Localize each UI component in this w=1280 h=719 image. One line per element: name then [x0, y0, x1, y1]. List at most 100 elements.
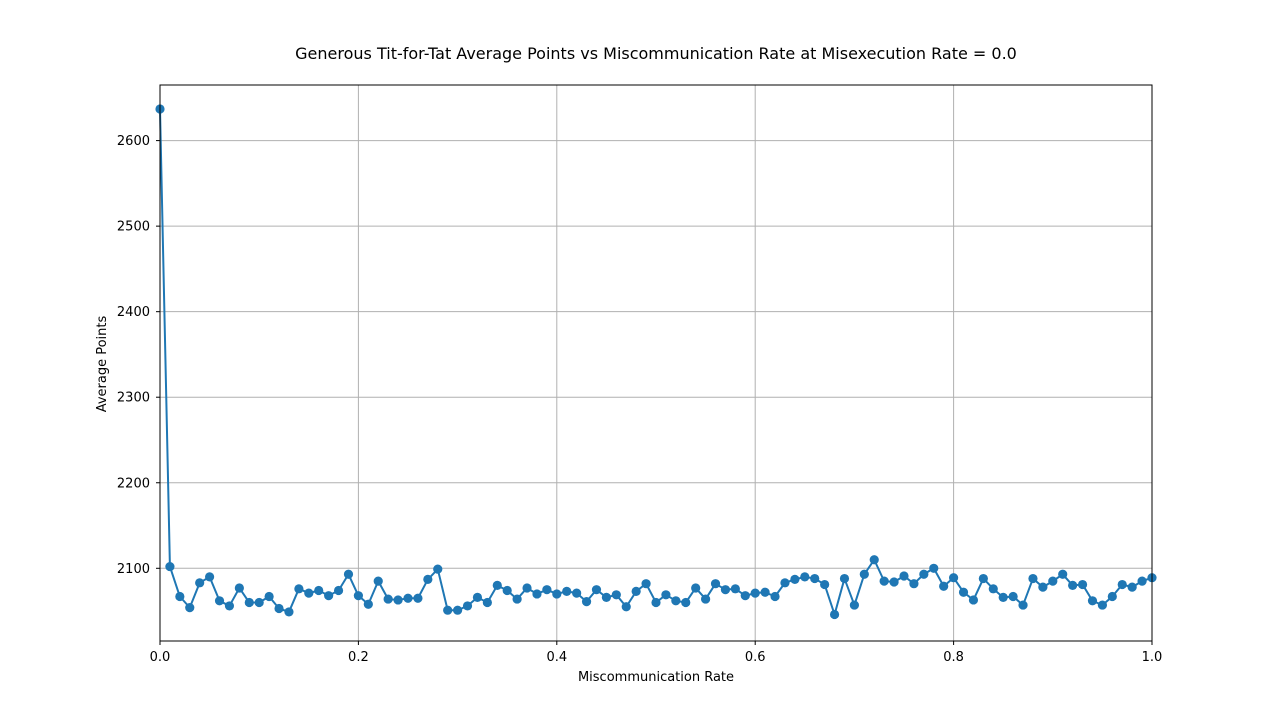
grid-lines [159, 85, 1153, 641]
data-point [522, 583, 532, 593]
data-point [383, 594, 393, 604]
x-tick-label: 0.4 [546, 650, 567, 665]
data-point [681, 597, 691, 608]
data-point [453, 605, 463, 615]
data-point [939, 581, 949, 591]
data-point [413, 593, 423, 603]
data-point [988, 584, 998, 594]
data-point [859, 569, 869, 579]
data-point [1018, 600, 1028, 610]
data-point [829, 609, 840, 620]
series-layer [155, 104, 1157, 620]
data-point [621, 602, 631, 612]
data-point [730, 584, 740, 594]
data-point [909, 579, 919, 589]
data-point [333, 585, 344, 596]
data-point [274, 603, 284, 614]
data-point [552, 589, 562, 599]
plot-frame [159, 84, 1153, 642]
data-point [254, 597, 264, 608]
data-point [443, 605, 453, 615]
data-point [581, 597, 592, 607]
data-point [264, 591, 274, 602]
data-point [324, 591, 334, 601]
data-point [195, 578, 205, 588]
data-point [968, 595, 979, 605]
data-point [671, 596, 681, 606]
data-point [462, 601, 473, 611]
data-point [492, 580, 502, 591]
data-point [691, 583, 701, 593]
x-tick-label: 0.0 [150, 650, 171, 665]
data-point [502, 585, 512, 596]
data-point [780, 578, 790, 588]
x-axis-ticks: 0.0 0.2 0.4 0.6 0.8 1.0 [150, 641, 1163, 665]
y-tick-label: 2600 [117, 134, 150, 149]
data-point [433, 564, 443, 574]
chart-title: Generous Tit-for-Tat Average Points vs M… [295, 44, 1017, 63]
data-point [978, 573, 988, 584]
data-point [949, 573, 959, 583]
data-point [1107, 591, 1117, 602]
data-point [294, 584, 304, 594]
data-point [998, 592, 1008, 602]
data-point [224, 601, 235, 611]
data-point [651, 597, 661, 608]
data-point [1048, 576, 1058, 586]
data-point [512, 594, 522, 604]
data-point [393, 595, 403, 605]
data-point [958, 587, 969, 597]
y-tick-label: 2100 [117, 562, 150, 577]
data-point [1137, 576, 1147, 586]
data-point [760, 587, 770, 597]
data-point [889, 577, 899, 587]
data-point [849, 600, 860, 610]
data-point [720, 585, 731, 595]
data-point [244, 597, 254, 608]
data-point [314, 585, 324, 596]
x-tick-label: 0.6 [745, 650, 766, 665]
data-point [919, 569, 929, 579]
data-point [839, 573, 850, 584]
data-point [1058, 569, 1068, 579]
data-point [1087, 596, 1098, 606]
data-point [234, 583, 244, 593]
data-point [641, 579, 651, 589]
y-tick-label: 2500 [117, 220, 150, 235]
data-point [1097, 600, 1107, 610]
x-tick-label: 0.2 [348, 650, 369, 665]
data-point [929, 563, 939, 573]
data-point [284, 607, 294, 617]
data-point [800, 572, 810, 582]
data-point [869, 555, 879, 565]
y-tick-label: 2300 [117, 391, 150, 406]
data-point [820, 579, 830, 590]
data-point [1077, 579, 1088, 590]
data-point [343, 569, 354, 579]
data-point [1028, 573, 1038, 584]
data-point [185, 603, 195, 613]
data-point [403, 593, 413, 603]
data-point [770, 591, 780, 602]
x-tick-label: 1.0 [1142, 650, 1163, 665]
data-point [1068, 580, 1078, 591]
data-point [472, 592, 483, 602]
data-point [1038, 582, 1048, 592]
x-tick-label: 0.8 [943, 650, 964, 665]
data-point [562, 586, 572, 596]
data-point [631, 586, 641, 596]
data-point [1127, 582, 1137, 592]
data-point [353, 591, 363, 601]
data-point [611, 590, 621, 600]
data-point [601, 592, 612, 602]
data-point [165, 561, 175, 572]
data-point [591, 585, 602, 595]
data-point [304, 588, 314, 598]
data-point [423, 574, 433, 585]
data-point [532, 589, 542, 599]
data-point [205, 572, 215, 582]
data-point [750, 588, 760, 598]
data-point [790, 574, 800, 585]
